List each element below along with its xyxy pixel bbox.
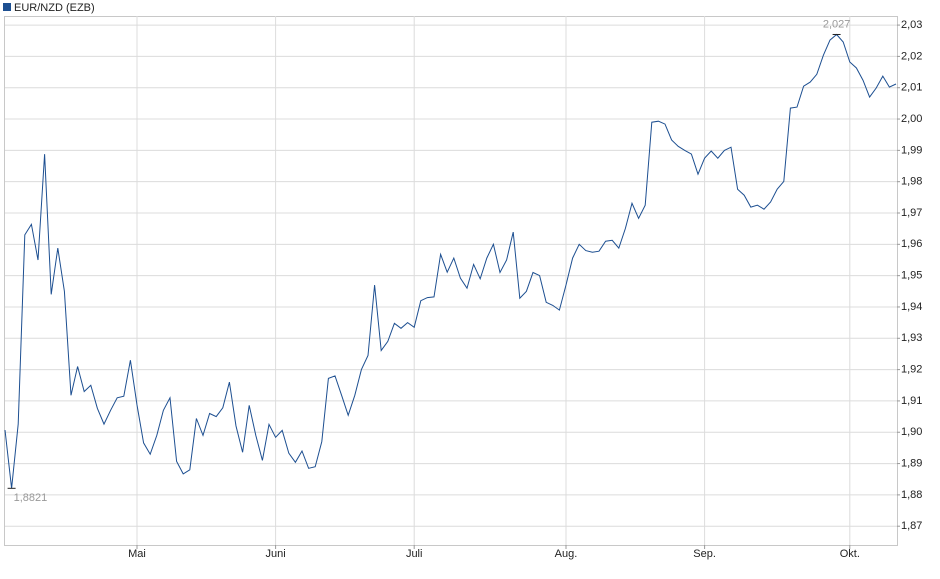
annotation-label: 2,027 (823, 18, 851, 30)
y-tick-label: 1,99 (901, 144, 922, 156)
y-tick-label: 1,93 (901, 332, 922, 344)
y-tick-label: 1,90 (901, 426, 922, 438)
x-tick-label: Aug. (555, 548, 578, 560)
y-tick-label: 1,91 (901, 395, 922, 407)
y-tick-label: 1,94 (901, 301, 922, 313)
y-tick-label: 1,88 (901, 489, 922, 501)
x-tick-label: Juli (406, 548, 423, 560)
legend-label: EUR/NZD (EZB) (14, 2, 95, 14)
plot-frame (4, 16, 898, 546)
y-tick-label: 2,02 (901, 50, 922, 62)
y-tick-label: 1,92 (901, 364, 922, 376)
y-tick-label: 1,97 (901, 207, 922, 219)
x-tick-label: Juni (266, 548, 286, 560)
y-tick-label: 2,00 (901, 113, 922, 125)
y-tick-label: 2,03 (901, 19, 922, 31)
price-line (4, 33, 897, 489)
x-tick-label: Sep. (693, 548, 716, 560)
x-tick-label: Mai (128, 548, 146, 560)
y-tick-label: 1,89 (901, 457, 922, 469)
legend-swatch (3, 3, 11, 11)
y-tick-label: 1,95 (901, 270, 922, 282)
annotation-label: 1,8821 (14, 492, 48, 504)
y-tick-label: 1,98 (901, 176, 922, 188)
y-tick-label: 1,96 (901, 238, 922, 250)
y-tick-label: 1,87 (901, 520, 922, 532)
x-tick-label: Okt. (840, 548, 860, 560)
y-tick-label: 2,01 (901, 82, 922, 94)
